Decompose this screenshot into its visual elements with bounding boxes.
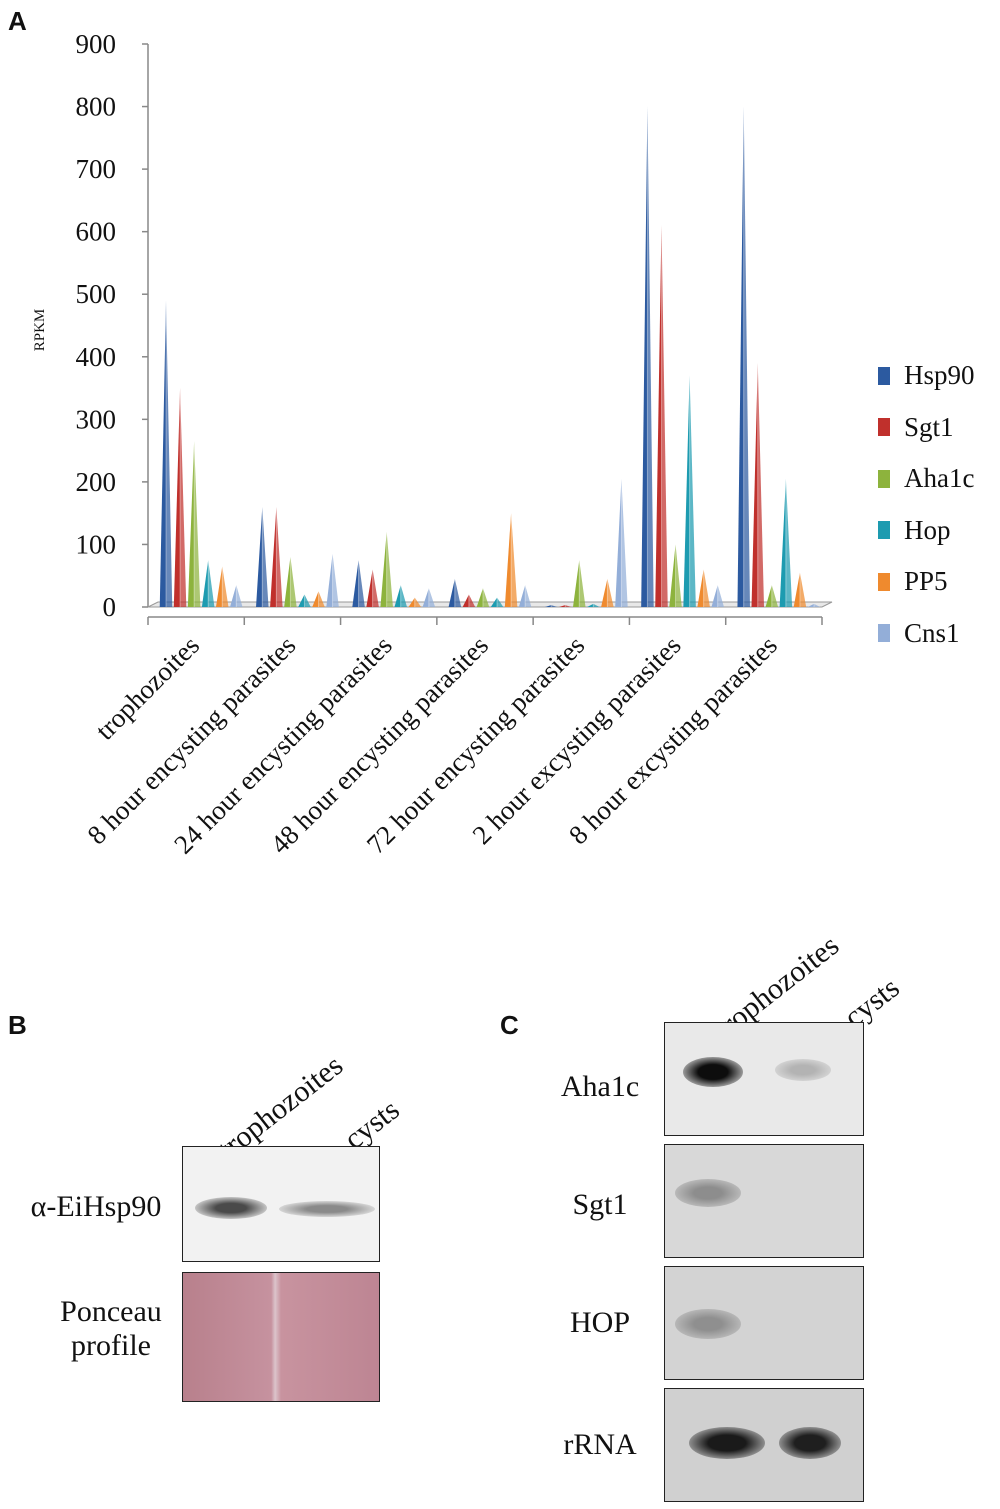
axes: [142, 43, 833, 625]
bar-mark: [284, 556, 297, 607]
bar-mark: [462, 594, 476, 607]
bar-mark: [408, 597, 422, 607]
band-cysts: [279, 1201, 375, 1217]
legend-label: PP5: [904, 566, 948, 597]
band-trophozoites: [683, 1057, 743, 1087]
y-tick-label: 100: [76, 529, 117, 559]
y-tick-label: 0: [103, 592, 117, 622]
legend-label: Sgt1: [904, 411, 954, 442]
band-trophozoites: [675, 1309, 741, 1339]
bar-mark: [601, 578, 614, 607]
band-trophozoites: [689, 1427, 765, 1459]
y-tick-label: 500: [76, 279, 117, 309]
bar-mark: [765, 585, 779, 607]
bar-mark: [793, 572, 807, 607]
band-trophozoites: [675, 1179, 741, 1207]
bar-mark: [298, 594, 311, 607]
y-tick-label: 900: [76, 29, 117, 59]
legend-label: Aha1c: [904, 463, 975, 494]
legend-label: Cns1: [904, 617, 960, 648]
bar-mark: [615, 478, 628, 607]
bar-mark: [201, 560, 215, 607]
bar-mark: [573, 560, 586, 607]
bar-mark: [270, 506, 283, 607]
row-label-ponceau: Ponceau profile: [60, 1295, 162, 1362]
bar-mark: [366, 569, 379, 607]
bar-mark: [518, 585, 532, 607]
band-trophozoites: [195, 1197, 267, 1219]
bar-mark: [697, 569, 710, 607]
bar-mark: [352, 560, 365, 607]
band-cysts: [779, 1427, 841, 1459]
bar-mark: [215, 566, 229, 607]
row-label-rrna: rRNA: [563, 1428, 637, 1461]
bar-mark: [173, 388, 187, 607]
bar-mark: [683, 375, 696, 607]
gel-rrna: [664, 1388, 864, 1502]
bar-mark: [326, 553, 339, 607]
y-tick-label: 300: [76, 404, 117, 434]
band-cysts: [775, 1059, 831, 1081]
row-label-ei-hsp90: α-EiHsp90: [30, 1190, 162, 1223]
bar-mark: [448, 578, 462, 607]
bar-mark: [641, 106, 654, 608]
bar-mark: [779, 478, 793, 607]
row-label-aha1c: Aha1c: [560, 1070, 640, 1103]
bar-mark: [394, 585, 407, 607]
chart-floor: [147, 601, 833, 608]
bar-mark: [558, 605, 572, 607]
bar-mark: [476, 588, 490, 607]
legend-entry: PP5: [878, 556, 975, 608]
bar-mark: [544, 605, 558, 607]
panel-label-c: C: [500, 1010, 519, 1040]
bar-mark: [504, 513, 518, 607]
legend: Hsp90 Sgt1 Aha1c Hop PP5 Cns1: [878, 350, 975, 659]
y-tick-label: 800: [76, 92, 117, 122]
legend-entry: Hsp90: [878, 350, 975, 402]
bar-mark: [312, 591, 325, 607]
legend-entry: Hop: [878, 505, 975, 557]
gel-hop: [664, 1266, 864, 1380]
panel-label-a: A: [8, 6, 27, 36]
panel-label-b: B: [8, 1010, 27, 1040]
row-label-hop: HOP: [569, 1306, 630, 1339]
chart-a: 0100200300400500600700800900trophozoites…: [32, 29, 833, 860]
bar-mark: [711, 585, 724, 607]
legend-swatch: [878, 366, 890, 385]
legend-swatch: [878, 572, 890, 591]
bar-mark: [159, 300, 173, 607]
row-label-sgt1: Sgt1: [572, 1188, 628, 1221]
bar-mark: [422, 588, 436, 607]
bar-mark: [751, 363, 765, 607]
bar-mark: [187, 441, 201, 607]
y-tick-label: 600: [76, 217, 117, 247]
bar-mark: [737, 106, 750, 608]
y-tick-label: 700: [76, 154, 117, 184]
bar-mark: [587, 603, 600, 607]
bar-mark: [807, 603, 821, 607]
bar-mark: [655, 225, 668, 607]
legend-swatch: [878, 521, 890, 540]
legend-entry: Sgt1: [878, 402, 975, 454]
legend-label: Hsp90: [904, 360, 975, 391]
legend-swatch: [878, 469, 890, 488]
bar-mark: [256, 506, 269, 607]
blot-ponceau: [182, 1272, 380, 1402]
bar-mark: [380, 531, 393, 607]
y-axis-title: RPKM: [32, 309, 48, 352]
gel-aha1c: [664, 1022, 864, 1136]
legend-swatch: [878, 418, 890, 437]
y-tick-label: 400: [76, 342, 117, 372]
legend-entry: Cns1: [878, 608, 975, 660]
y-tick-label: 200: [76, 467, 117, 497]
legend-label: Hop: [904, 514, 951, 545]
blot-ei-hsp90: [182, 1146, 380, 1262]
bar-mark: [669, 544, 682, 607]
gel-sgt1: [664, 1144, 864, 1258]
legend-entry: Aha1c: [878, 453, 975, 505]
legend-swatch: [878, 624, 890, 643]
bar-mark: [230, 585, 243, 607]
bar-marks: [159, 106, 821, 608]
bar-mark: [490, 597, 504, 607]
